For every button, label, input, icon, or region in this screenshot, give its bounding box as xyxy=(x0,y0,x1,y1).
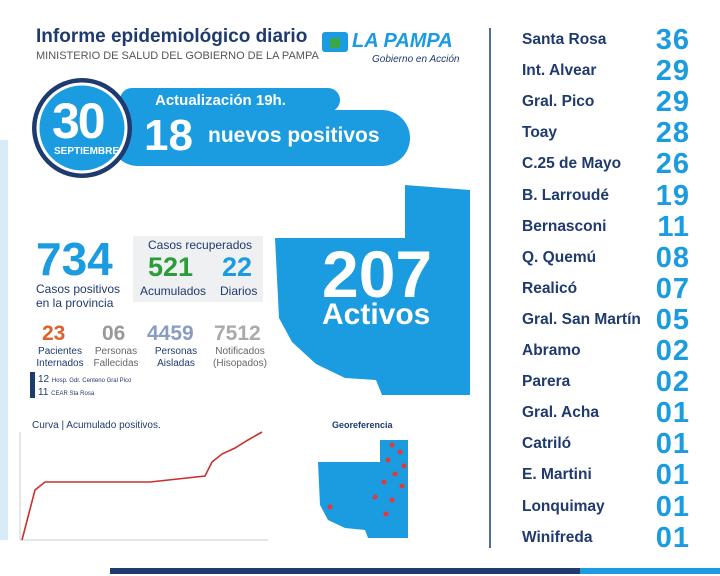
locality-count: 02 xyxy=(655,335,690,367)
locality-name: E. Martini xyxy=(522,466,592,484)
locality-name: Abramo xyxy=(522,342,581,359)
logo-text: LA PAMPA xyxy=(352,30,453,52)
locality-count: 28 xyxy=(655,117,690,150)
locality-count: 01 xyxy=(655,459,690,492)
locality-count: 11 xyxy=(657,210,690,243)
point xyxy=(327,504,333,510)
province-map xyxy=(275,185,470,395)
georef-points xyxy=(327,442,407,517)
isolated-label: Personas Aisladas xyxy=(154,346,198,369)
locality-name: Catriló xyxy=(522,435,572,453)
isolated: 4459 xyxy=(147,322,194,345)
deaths: 06 xyxy=(102,322,126,345)
locality-name: C.25 de Mayo xyxy=(522,155,622,173)
point xyxy=(383,511,389,517)
hospital-name: Hosp. Gdr. Centeno Gral Pico xyxy=(51,378,132,384)
notified-label: Notificados (Hisopados) xyxy=(213,346,267,369)
recovered-total: 521 xyxy=(148,252,194,282)
locality-count: 01 xyxy=(655,397,690,430)
locality-count: 02 xyxy=(655,366,690,399)
subtitle: MINISTERIO DE SALUD DEL GOBIERNO DE LA P… xyxy=(36,50,319,62)
point xyxy=(372,494,378,500)
point xyxy=(399,483,405,489)
georef-title: Georeferencia xyxy=(332,420,393,430)
locality-name: Gral. San Martín xyxy=(522,310,641,328)
locality-count: 01 xyxy=(655,428,690,461)
logo-tagline: Gobierno en Acción xyxy=(372,54,460,65)
locality-count: 07 xyxy=(655,272,690,305)
locality-count: 08 xyxy=(655,241,690,274)
point xyxy=(401,463,407,469)
point xyxy=(385,457,391,463)
locality-name: Toay xyxy=(522,124,558,142)
locality-name: Bernasconi xyxy=(522,217,607,235)
locality-name: Parera xyxy=(522,373,571,391)
date-day: 30 xyxy=(52,93,106,149)
hospitalized: 23 xyxy=(42,322,66,345)
curve-line xyxy=(21,431,263,541)
locality-name: Q. Quemú xyxy=(522,248,597,266)
update-pill xyxy=(120,88,340,112)
hospital-name: CEAR Sta Rosa xyxy=(51,391,95,397)
hospital-bar xyxy=(30,372,35,398)
curve-title: Curva | Acumulado positivos. xyxy=(32,420,161,431)
date-circle xyxy=(36,82,128,174)
locality-count: 19 xyxy=(655,179,690,212)
total-cases: 734 xyxy=(36,233,113,285)
deaths-label: Personas Fallecidas xyxy=(93,346,139,369)
locality-count: 01 xyxy=(655,521,690,554)
recovered-daily-label: Diarios xyxy=(220,284,258,298)
locality-name: Winifreda xyxy=(522,528,593,546)
locality-name: Int. Alvear xyxy=(522,62,597,80)
total-cases-label: Casos positivos en la provincia xyxy=(36,282,121,310)
recovered-box xyxy=(133,236,263,302)
hospital-count: 11 xyxy=(38,387,49,398)
locality-name: B. Larroudé xyxy=(522,186,609,204)
locality-count: 29 xyxy=(655,86,690,119)
locality-count: 29 xyxy=(655,55,690,88)
point xyxy=(392,471,398,477)
logo-icon-inner xyxy=(330,38,340,48)
new-cases-pill xyxy=(110,110,410,166)
new-cases-label: nuevos positivos xyxy=(208,124,380,147)
new-cases-number: 18 xyxy=(144,111,193,160)
recovered-title: Casos recuperados xyxy=(148,238,253,252)
locality-name: Santa Rosa xyxy=(522,31,607,48)
locality-count: 36 xyxy=(655,24,690,56)
left-band xyxy=(0,140,8,540)
locality-count: 26 xyxy=(655,148,690,181)
update-time: Actualización 19h. xyxy=(155,92,286,109)
active-number: 207 xyxy=(322,237,433,311)
hospital-line: 11 CEAR Sta Rosa xyxy=(38,387,94,398)
hospital-line: 12 Hosp. Gdr. Centeno Gral Pico xyxy=(38,374,131,385)
recovered-total-label: Acumulados xyxy=(140,284,207,298)
point xyxy=(389,442,395,448)
recovered-daily: 22 xyxy=(222,252,253,282)
point xyxy=(381,479,387,485)
locality-name: Realicó xyxy=(522,279,578,297)
bottom-bar xyxy=(110,568,580,574)
bottom-bar-accent xyxy=(580,568,720,574)
locality-name: Lonquimay xyxy=(522,497,605,515)
date-month: SEPTIEMBRE xyxy=(54,146,120,157)
curve-chart xyxy=(19,431,268,541)
active-label: Activos xyxy=(322,298,431,331)
locality-count: 05 xyxy=(655,303,690,336)
notified: 7512 xyxy=(214,322,261,345)
point xyxy=(397,449,403,455)
point xyxy=(389,497,395,503)
hospital-count: 12 xyxy=(38,374,50,385)
locality-count: 01 xyxy=(655,490,690,523)
locality-name: Gral. Acha xyxy=(522,404,599,422)
hospitalized-label: Pacientes Internados xyxy=(36,346,84,369)
locality-name: Gral. Pico xyxy=(522,93,595,111)
title: Informe epidemiológico diario xyxy=(36,26,308,47)
